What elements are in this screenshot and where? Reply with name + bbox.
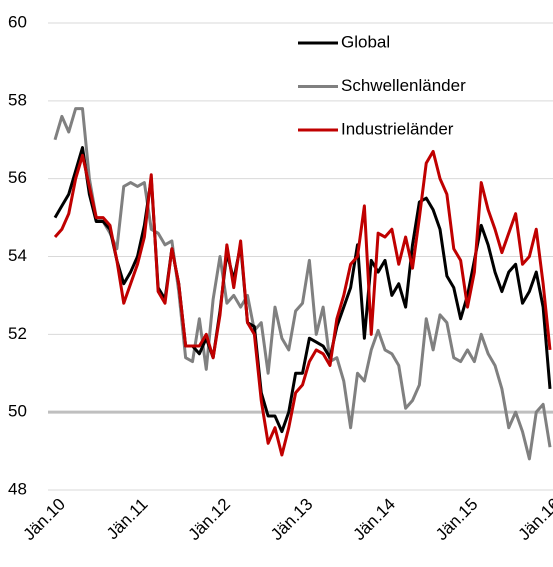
x-tick-label: Jän.16	[514, 495, 553, 545]
x-tick-label: Jän.11	[103, 495, 152, 544]
y-tick-label: 52	[8, 324, 27, 343]
series-line	[53, 107, 552, 461]
legend-label: Industrieländer	[341, 119, 454, 138]
x-tick-label: Jän.15	[432, 495, 482, 545]
y-tick-label: 60	[8, 12, 27, 31]
x-tick-label: Jän.13	[267, 495, 317, 545]
y-tick-label: 56	[8, 168, 27, 187]
y-tick-label: 54	[8, 246, 27, 265]
legend-label: Schwellenländer	[341, 76, 466, 95]
y-tick-label: 50	[8, 402, 27, 421]
series-line	[53, 146, 552, 434]
y-tick-label: 58	[8, 90, 27, 109]
series-line	[53, 149, 552, 457]
x-tick-label: Jän.12	[184, 495, 234, 545]
y-tick-label: 48	[8, 479, 27, 498]
legend-label: Global	[341, 32, 390, 51]
x-tick-label: Jän.14	[349, 495, 399, 545]
x-tick-label: Jän.10	[19, 495, 69, 545]
